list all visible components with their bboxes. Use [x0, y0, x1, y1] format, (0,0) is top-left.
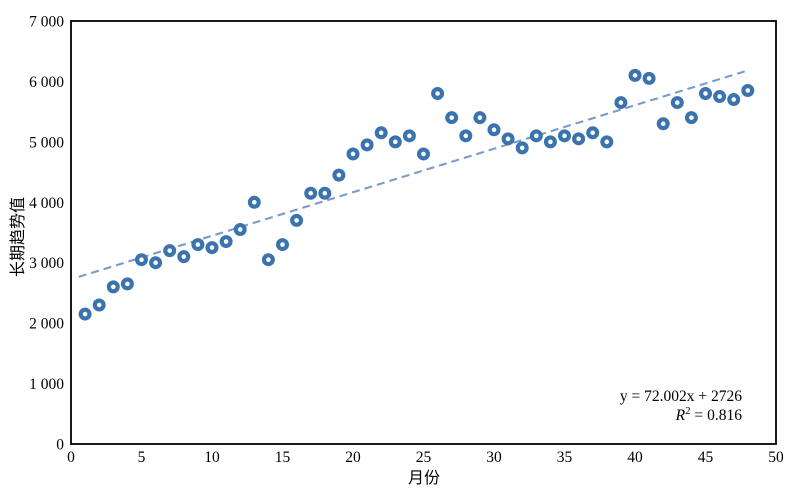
scatter-point	[290, 213, 304, 227]
scatter-point	[473, 111, 487, 125]
scatter-point	[219, 235, 233, 249]
scatter-point	[106, 280, 120, 294]
scatter-point	[247, 195, 261, 209]
scatter-point	[163, 244, 177, 258]
scatter-point	[177, 250, 191, 264]
x-tick-label: 5	[138, 449, 146, 466]
scatter-point	[205, 241, 219, 255]
x-tick-label: 35	[557, 449, 573, 466]
x-tick-label: 50	[768, 449, 784, 466]
scatter-point	[741, 83, 755, 97]
scatter-point	[191, 238, 205, 252]
scatter-point	[557, 129, 571, 143]
scatter-point	[445, 111, 459, 125]
x-tick-label: 15	[275, 449, 291, 466]
r-value: = 0.816	[690, 407, 743, 424]
r-symbol: R	[675, 407, 686, 424]
scatter-point	[374, 126, 388, 140]
r-exponent: 2	[685, 404, 691, 417]
scatter-point	[656, 117, 670, 131]
scatter-point	[529, 129, 543, 143]
x-tick-label: 30	[486, 449, 502, 466]
scatter-point	[670, 96, 684, 110]
scatter-point	[261, 253, 275, 267]
y-tick-label: 3 000	[29, 255, 64, 272]
scatter-point	[304, 186, 318, 200]
scatter-point	[586, 126, 600, 140]
x-tick-label: 45	[698, 449, 714, 466]
x-axis-title: 月份	[407, 470, 441, 487]
r-squared-label: R2 = 0.816	[620, 404, 743, 425]
scatter-point	[515, 141, 529, 155]
y-tick-label: 1 000	[29, 376, 64, 393]
y-tick-label: 5 000	[29, 134, 64, 151]
x-tick-label: 10	[204, 449, 220, 466]
scatter-point	[614, 96, 628, 110]
scatter-point	[233, 222, 247, 236]
scatter-point	[417, 147, 431, 161]
scatter-point	[346, 147, 360, 161]
scatter-point	[92, 298, 106, 312]
scatter-point	[459, 129, 473, 143]
scatter-point	[402, 129, 416, 143]
scatter-point	[388, 135, 402, 149]
trendline-equation: y = 72.002x + 2726	[619, 388, 742, 405]
scatter-point	[487, 123, 501, 137]
scatter-point	[78, 307, 92, 321]
scatter-point	[501, 132, 515, 146]
scatter-point	[431, 87, 445, 101]
scatter-point	[713, 90, 727, 104]
x-tick-label: 25	[416, 449, 432, 466]
y-tick-label: 6 000	[29, 74, 64, 91]
scatter-point	[332, 168, 346, 182]
trendline-annotation: y = 72.002x + 2726 R2 = 0.816	[620, 387, 742, 425]
scatter-point	[120, 277, 134, 291]
scatter-point	[600, 135, 614, 149]
scatter-point	[642, 71, 656, 85]
x-tick-label: 20	[345, 449, 361, 466]
scatter-point	[572, 132, 586, 146]
y-tick-label: 0	[56, 437, 64, 454]
scatter-point	[628, 68, 642, 82]
scatter-point	[727, 93, 741, 107]
scatter-point	[149, 256, 163, 270]
scatter-point	[360, 138, 374, 152]
y-axis-title: 长期趋势值	[10, 196, 27, 278]
scatter-point	[698, 87, 712, 101]
y-tick-label: 7 000	[29, 14, 64, 31]
scatter-point	[135, 253, 149, 267]
plot-border	[70, 20, 777, 445]
y-tick-label: 2 000	[29, 316, 64, 333]
scatter-point	[543, 135, 557, 149]
y-tick-label: 4 000	[29, 195, 64, 212]
scatter-point	[684, 111, 698, 125]
scatter-point	[276, 238, 290, 252]
scatter-point	[318, 186, 332, 200]
x-tick-label: 40	[627, 449, 643, 466]
x-tick-label: 0	[67, 449, 75, 466]
trend-line	[78, 69, 749, 278]
